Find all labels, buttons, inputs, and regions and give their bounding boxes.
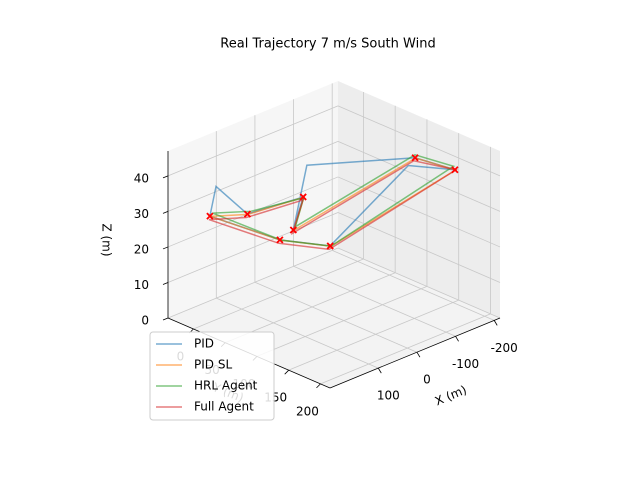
x-tick-label: 100 (377, 389, 400, 403)
z-tick-label: 20 (134, 242, 149, 256)
grid-line (337, 247, 501, 319)
tick-mark (455, 336, 459, 342)
z-tick-label: 40 (134, 171, 149, 185)
tick-mark (162, 282, 169, 285)
grid-line (337, 105, 501, 177)
tick-mark (284, 369, 289, 375)
grid-line (167, 212, 339, 283)
pane-back-right (338, 81, 500, 318)
tick-mark (162, 317, 169, 321)
chart-title: Real Trajectory 7 m/s South Wind (220, 37, 435, 52)
x-tick-label: 0 (423, 373, 431, 387)
x-tick-label: -200 (491, 341, 518, 355)
grid-line (320, 313, 491, 385)
waypoint-marker (289, 226, 297, 234)
tick-mark (377, 367, 382, 374)
grid-line (293, 265, 456, 337)
trajectory (208, 159, 458, 251)
z-tick-label: 0 (141, 314, 149, 328)
tick-mark (162, 211, 169, 214)
axis-line (329, 317, 501, 389)
legend-label: PID (194, 337, 214, 351)
tick-mark (162, 246, 169, 250)
waypoint-marker (326, 242, 334, 250)
legend-label: HRL Agent (194, 379, 258, 393)
waypoint-marker (411, 154, 419, 162)
waypoint-marker (206, 212, 214, 220)
x-tick-label: -100 (452, 357, 479, 371)
tick-mark (416, 351, 421, 358)
legend-label: PID SL (194, 358, 232, 372)
z-tick-label: 10 (134, 278, 149, 292)
z-axis-label: Z (m) (100, 223, 114, 256)
waypoint-marker (299, 193, 307, 201)
grid-line (337, 141, 501, 212)
y-tick-label: 200 (296, 404, 319, 418)
grid-line (216, 297, 379, 369)
grid-line (167, 105, 339, 177)
tick-mark (493, 320, 498, 326)
grid-line (167, 141, 339, 212)
grid-line (256, 286, 428, 357)
x-axis-label: X (m) (433, 383, 469, 409)
grid-line (288, 299, 459, 371)
grid-line (225, 272, 396, 344)
grid-line (332, 250, 495, 321)
legend: PID PID SL HRL Agent Full Agent (149, 331, 275, 421)
waypoint-marker (276, 236, 284, 244)
tick-mark (162, 175, 169, 179)
waypoint-marker (243, 210, 252, 218)
grid-line (254, 281, 418, 353)
grid-line (193, 258, 364, 330)
tick-mark (316, 383, 321, 389)
legend-label: Full Agent (194, 400, 254, 414)
trajectory (212, 153, 456, 247)
grid-line (167, 247, 339, 319)
pane-back-left (168, 81, 338, 318)
z-tick-label: 30 (134, 207, 149, 221)
legend-box (149, 331, 275, 421)
waypoint-marker (451, 166, 459, 174)
